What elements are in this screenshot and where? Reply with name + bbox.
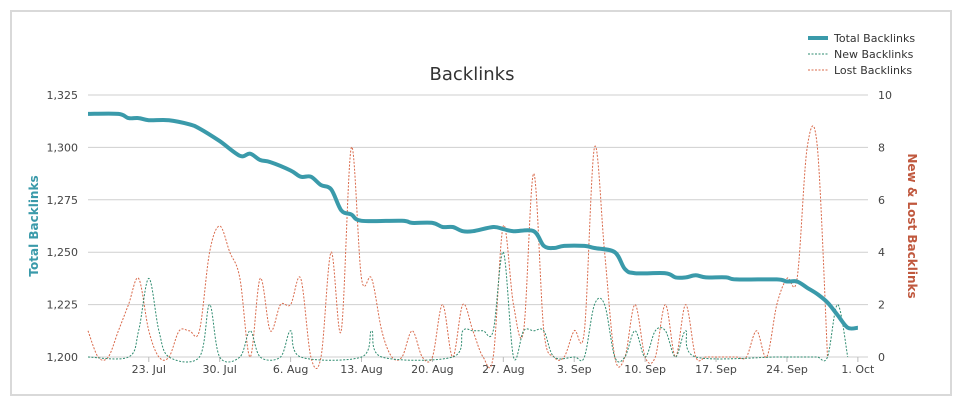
x-tick-label: 6. Aug (273, 363, 308, 376)
legend-label-total: Total Backlinks (833, 32, 915, 45)
x-tick-label: 1. Oct (841, 363, 875, 376)
x-tick-label: 10. Sep (624, 363, 666, 376)
left-tick-label: 1,225 (47, 299, 79, 312)
left-axis-label: Total Backlinks (27, 175, 41, 276)
x-tick-label: 23. Jul (132, 363, 166, 376)
left-axis-ticks: 1,200 1,225 1,250 1,275 1,300 1,325 (47, 89, 79, 364)
x-tick-label: 17. Sep (695, 363, 737, 376)
left-tick-label: 1,300 (47, 141, 79, 154)
x-tick-label: 30. Jul (203, 363, 237, 376)
right-axis-ticks: 0 2 4 6 8 10 (878, 89, 892, 364)
legend-item-lost[interactable]: Lost Backlinks (808, 64, 912, 77)
legend-item-new[interactable]: New Backlinks (808, 48, 914, 61)
x-tick-label: 20. Aug (411, 363, 453, 376)
right-tick-label: 2 (878, 299, 885, 312)
x-tick-label: 27. Aug (482, 363, 524, 376)
right-axis-label: New & Lost Backlinks (905, 153, 919, 298)
right-tick-label: 8 (878, 141, 885, 154)
x-axis-ticks: 23. Jul 30. Jul 6. Aug 13. Aug 20. Aug 27. Au… (132, 357, 875, 376)
series-line-total-backlinks[interactable] (87, 111, 859, 331)
x-tick-label: 24. Sep (766, 363, 808, 376)
left-tick-label: 1,275 (47, 194, 79, 207)
left-tick-label: 1,200 (47, 351, 79, 364)
series-line-new-backlinks[interactable] (87, 251, 849, 363)
left-tick-label: 1,325 (47, 89, 79, 102)
chart-title: Backlinks (430, 64, 515, 85)
right-tick-label: 0 (878, 351, 885, 364)
legend-label-lost: Lost Backlinks (834, 64, 912, 77)
legend: Total Backlinks New Backlinks Lost Backl… (808, 32, 915, 77)
legend-item-total[interactable]: Total Backlinks (808, 32, 915, 45)
chart-panel (10, 10, 952, 396)
legend-label-new: New Backlinks (834, 48, 914, 61)
right-tick-label: 10 (878, 89, 892, 102)
series-layer (87, 111, 859, 369)
right-tick-label: 6 (878, 194, 885, 207)
right-tick-label: 4 (878, 246, 885, 259)
series-line-lost-backlinks[interactable] (87, 125, 828, 369)
grid-lines (88, 94, 868, 358)
left-tick-label: 1,250 (47, 246, 79, 259)
x-tick-label: 13. Aug (340, 363, 382, 376)
x-tick-label: 3. Sep (557, 363, 592, 376)
